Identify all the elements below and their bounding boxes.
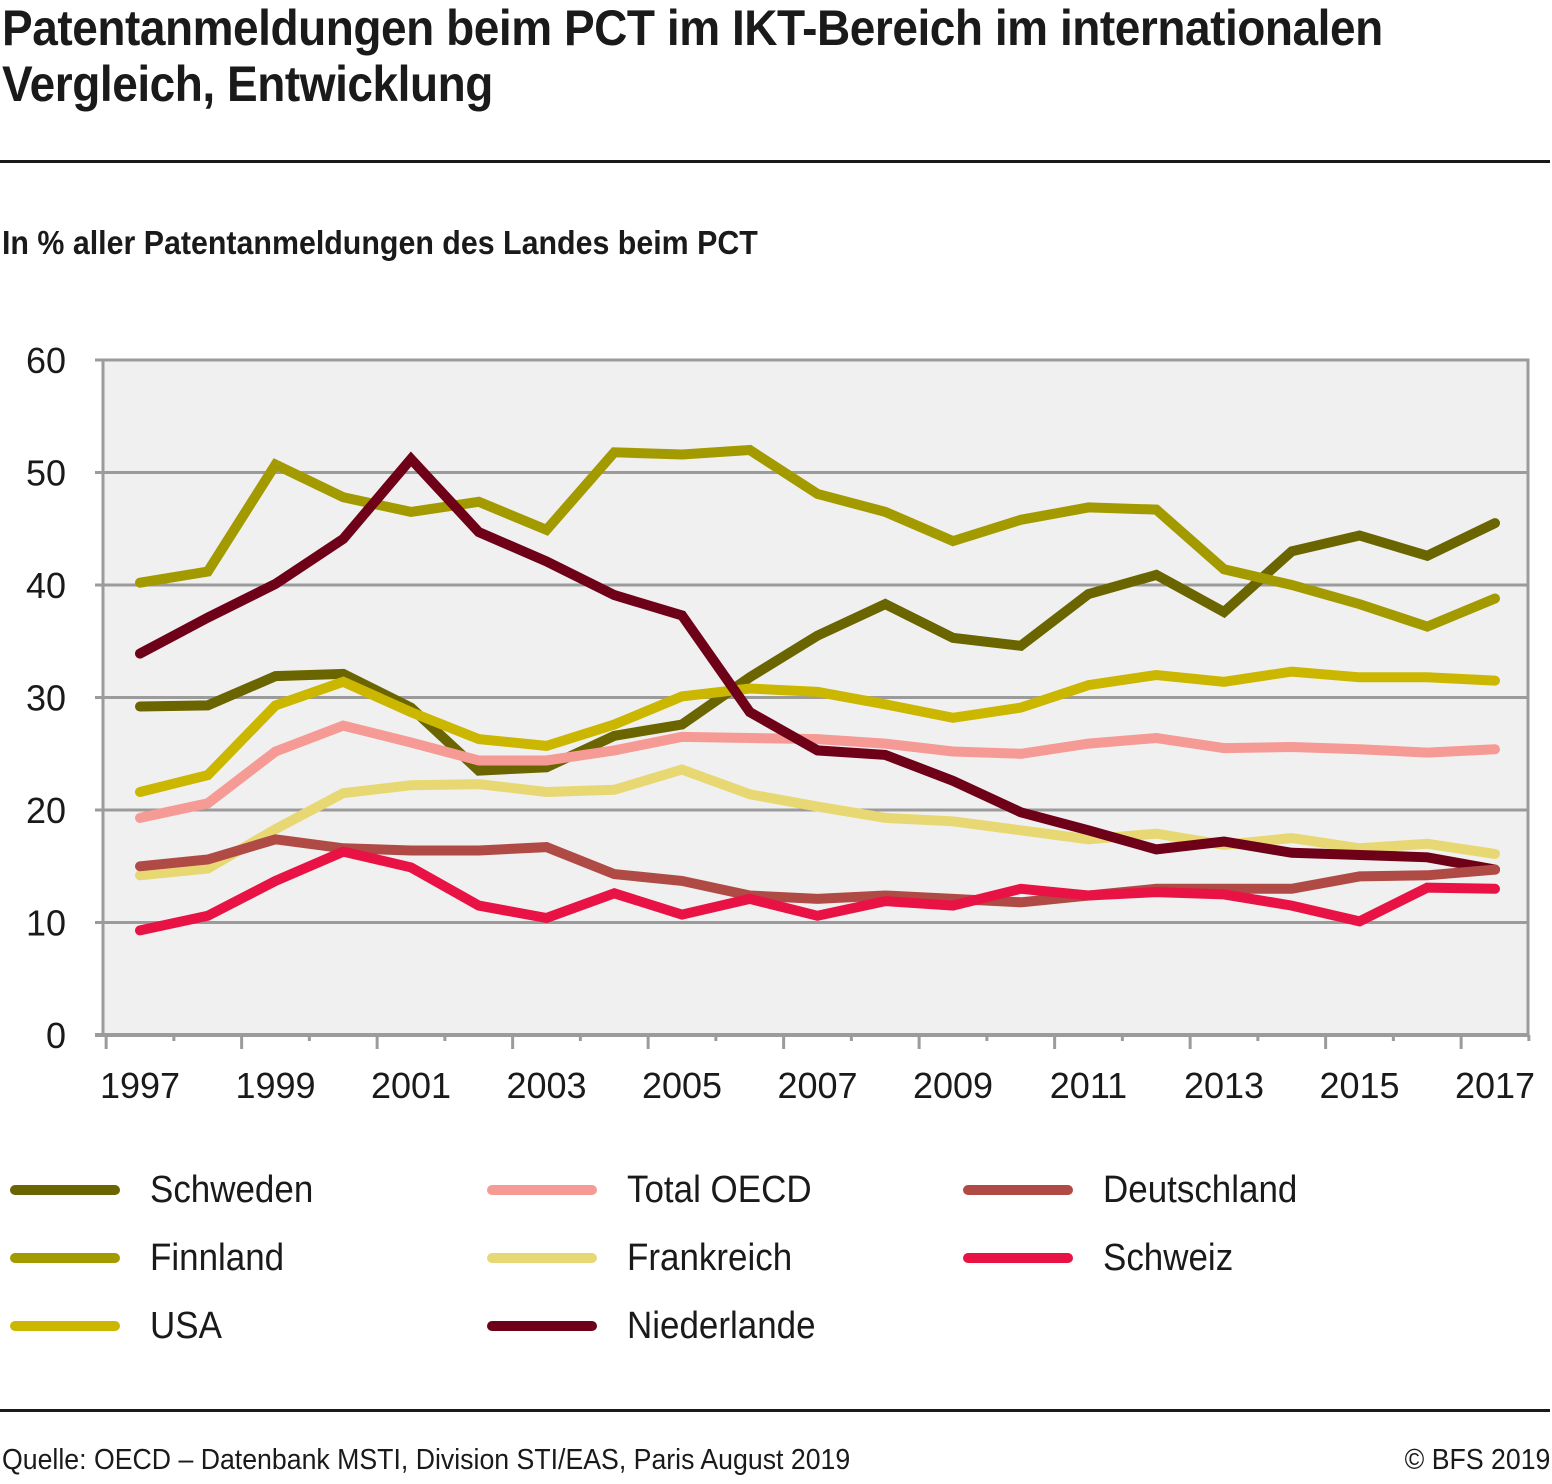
legend-label: Schweden — [150, 1168, 314, 1211]
legend-swatch — [10, 1185, 120, 1195]
series-line-niederlande — [135, 451, 1500, 875]
legend-label: Finnland — [150, 1236, 285, 1279]
chart-subtitle: In % aller Patentanmeldungen des Landes … — [2, 224, 758, 261]
legend-label: Niederlande — [627, 1304, 816, 1347]
legend-swatch — [487, 1185, 597, 1195]
footer-divider — [0, 1409, 1550, 1412]
y-tick-label: 30 — [26, 678, 66, 719]
x-tick-label: 2001 — [371, 1065, 451, 1106]
series-line-deutschland — [135, 834, 1500, 908]
legend-item-finnland: Finnland — [10, 1228, 296, 1288]
legend-item-frankreich: Frankreich — [487, 1228, 807, 1288]
legend-label: Deutschland — [1103, 1168, 1298, 1211]
series-line-schweden — [135, 518, 1500, 776]
legend-label: Frankreich — [627, 1236, 793, 1279]
x-tick-label: 2015 — [1319, 1065, 1399, 1106]
legend-item-total-oecd: Total OECD — [487, 1160, 828, 1220]
series-line-finnland — [135, 444, 1500, 632]
line-chart: 0 10 20 30 40 50 60 1997 1999 2001 2003 2005 2007 200… — [26, 340, 1535, 1106]
series-line-total-oecd — [135, 720, 1500, 823]
x-tick-label: 1999 — [235, 1065, 315, 1106]
x-tick-label: 2005 — [642, 1065, 722, 1106]
legend-item-schweden: Schweden — [10, 1160, 327, 1220]
legend-label: Total OECD — [627, 1168, 812, 1211]
legend-swatch — [10, 1321, 120, 1331]
y-tick-label: 0 — [46, 1015, 66, 1056]
x-tick-label: 2009 — [913, 1065, 993, 1106]
y-tick-label: 10 — [26, 903, 66, 944]
legend-swatch — [487, 1253, 597, 1263]
title-divider — [0, 160, 1550, 163]
copyright-note: © BFS 2019 — [1404, 1444, 1550, 1476]
y-tick-label: 40 — [26, 565, 66, 606]
series-line-schweiz — [135, 846, 1500, 936]
legend-item-deutschland: Deutschland — [963, 1160, 1314, 1220]
x-tick-label: 2011 — [1050, 1065, 1127, 1106]
legend-item-usa: USA — [10, 1296, 228, 1356]
legend-item-schweiz: Schweiz — [963, 1228, 1245, 1288]
series-line-frankreich — [135, 764, 1500, 881]
legend-swatch — [963, 1185, 1073, 1195]
chart-title: Patentanmeldungen beim PCT im IKT-Bereic… — [2, 0, 1383, 112]
x-tick-label: 2013 — [1184, 1065, 1264, 1106]
x-tick-label: 1997 — [100, 1065, 180, 1106]
x-tick-label: 2003 — [506, 1065, 586, 1106]
x-tick-label: 2017 — [1455, 1065, 1535, 1106]
source-note: Quelle: OECD – Datenbank MSTI, Division … — [2, 1444, 851, 1476]
legend-swatch — [10, 1253, 120, 1263]
series-line-usa — [135, 666, 1500, 797]
legend-swatch — [963, 1253, 1073, 1263]
legend-item-niederlande: Niederlande — [487, 1296, 832, 1356]
legend-label: USA — [150, 1304, 222, 1347]
y-tick-label: 20 — [26, 790, 66, 831]
x-tick-label: 2007 — [777, 1065, 857, 1106]
legend-swatch — [487, 1321, 597, 1331]
y-tick-label: 60 — [26, 340, 66, 381]
chart-legend: Schweden Total OECD Deutschland Finnland Fra… — [0, 1160, 1552, 1360]
legend-label: Schweiz — [1103, 1236, 1234, 1279]
y-tick-label: 50 — [26, 453, 66, 494]
